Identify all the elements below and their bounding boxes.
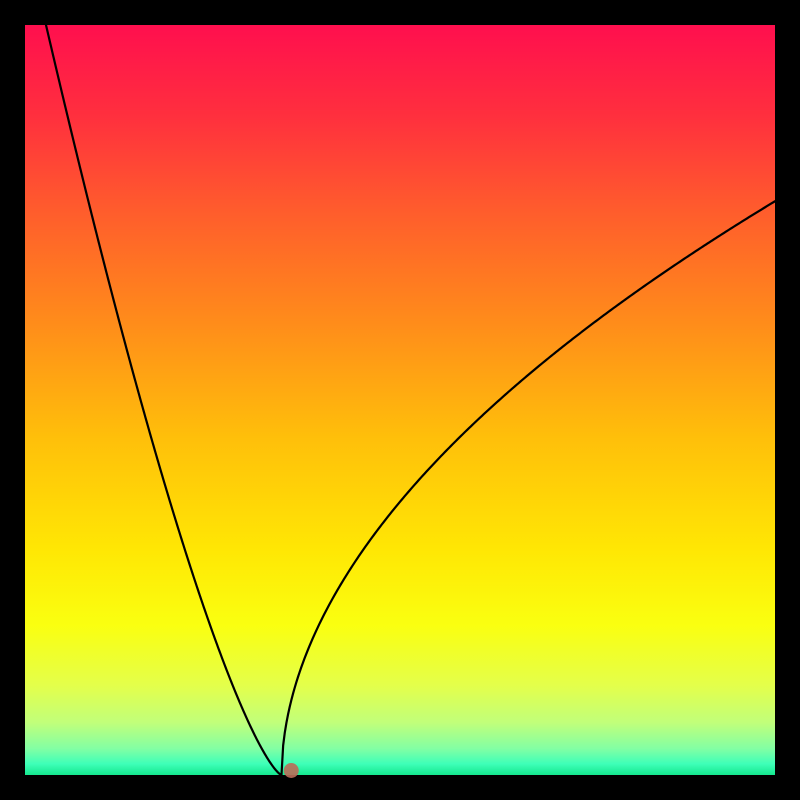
- plot-background: [25, 25, 775, 775]
- chart-container: TheBottleneck.com: [0, 0, 800, 800]
- optimal-point-marker: [284, 763, 299, 778]
- bottleneck-plot: [0, 0, 800, 800]
